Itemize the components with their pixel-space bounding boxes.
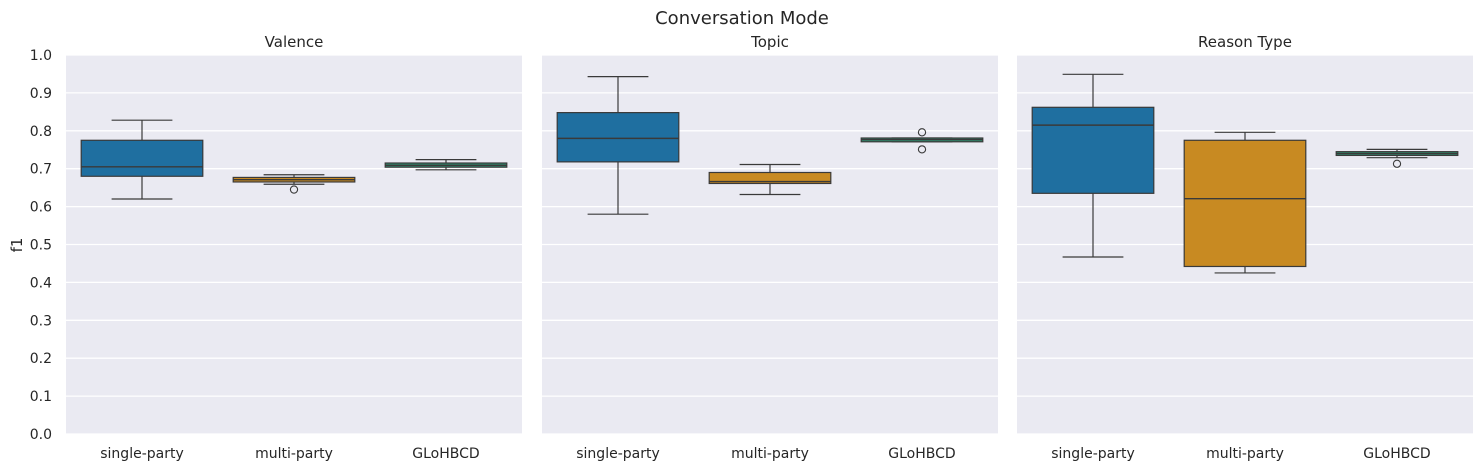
y-tick-label: 0.8	[30, 124, 52, 140]
y-tick-label: 0.6	[30, 200, 52, 216]
facet-1: Topic single-party multi-party GLoHBCD	[542, 33, 998, 462]
box-single-party	[556, 112, 680, 163]
facet-title: Topic	[750, 33, 789, 51]
x-tick-label: multi-party	[255, 446, 333, 462]
facet-title: Reason Type	[1198, 33, 1292, 51]
facets-group: 0.0 0.1 0.2 0.3 0.4 0.5 0.6 0.7 0.8 0.9 1.0 Valence…	[30, 33, 1473, 462]
y-tick-label: 0.9	[30, 86, 52, 102]
x-tick-label: GLoHBCD	[888, 446, 955, 462]
x-tick-label: single-party	[1051, 446, 1135, 462]
outlier-point	[289, 185, 299, 194]
box-single-party	[80, 139, 204, 177]
y-tick-label: 1.0	[30, 48, 52, 64]
chart-title: Conversation Mode	[655, 8, 829, 29]
facet-title: Valence	[265, 33, 324, 51]
outlier-point	[917, 145, 927, 154]
x-tick-label: multi-party	[731, 446, 809, 462]
y-tick-label: 0.1	[30, 389, 52, 405]
box-single-party	[1031, 106, 1155, 194]
box-multi-party	[708, 171, 832, 185]
x-tick-label: single-party	[576, 446, 660, 462]
facet-0: 0.0 0.1 0.2 0.3 0.4 0.5 0.6 0.7 0.8 0.9 1.0 Valence…	[30, 33, 522, 462]
y-axis-label: f1	[8, 238, 26, 253]
box-multi-party	[1183, 139, 1307, 268]
facet-2: Reason Type single-party multi-party GLoHBC…	[1017, 33, 1473, 462]
y-tick-label: 0.2	[30, 351, 52, 367]
outlier-point	[1392, 159, 1402, 168]
x-tick-label: GLoHBCD	[1363, 446, 1430, 462]
y-tick-label: 0.4	[30, 275, 52, 291]
x-tick-label: GLoHBCD	[412, 446, 479, 462]
y-tick-label: 0.0	[30, 427, 52, 443]
y-tick-label: 0.7	[30, 162, 52, 178]
outlier-point	[917, 128, 927, 137]
y-tick-label: 0.5	[30, 238, 52, 254]
y-tick-label: 0.3	[30, 313, 52, 329]
x-tick-label: multi-party	[1206, 446, 1284, 462]
x-tick-label: single-party	[100, 446, 184, 462]
